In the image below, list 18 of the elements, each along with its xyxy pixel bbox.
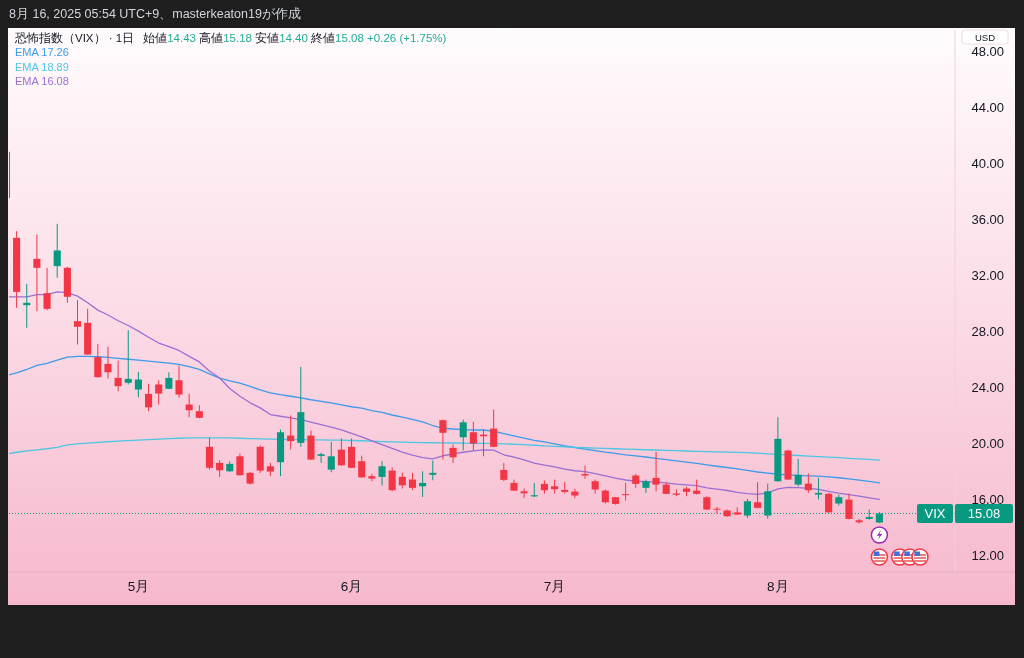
annotation: 8月 16, 2025 05:54 UTC+9、masterkeaton19が作成: [9, 7, 301, 21]
y-tick-label: 12.00: [971, 548, 1004, 564]
y-tick-label: 16.00: [971, 492, 1004, 508]
x-tick-label: 7月: [543, 578, 566, 594]
y-tick-label: 44.00: [971, 99, 1004, 115]
x-tick-label: 8月: [767, 578, 789, 594]
y-tick-label: 40.00: [971, 155, 1004, 171]
y-tick-label: 36.00: [971, 211, 1004, 227]
y-tick-label: 32.00: [971, 268, 1004, 283]
y-tick-label: 20.00: [971, 436, 1004, 452]
y-tick-label: 24.00: [971, 380, 1004, 396]
x-tick-label: 6月: [340, 578, 363, 594]
y-tick-label: 48.00: [971, 43, 1004, 59]
x-tick-label: 5月: [127, 578, 150, 594]
y-tick-label: 28.00: [971, 324, 1004, 339]
subtitle: 始値14.43 高値15.18 安値14.40 終値15.08 +0.26 (+1.75%): [143, 32, 447, 44]
title: 恐怖指数（VIX） · 1日: [15, 32, 135, 44]
ylabel: USD: [974, 31, 996, 43]
